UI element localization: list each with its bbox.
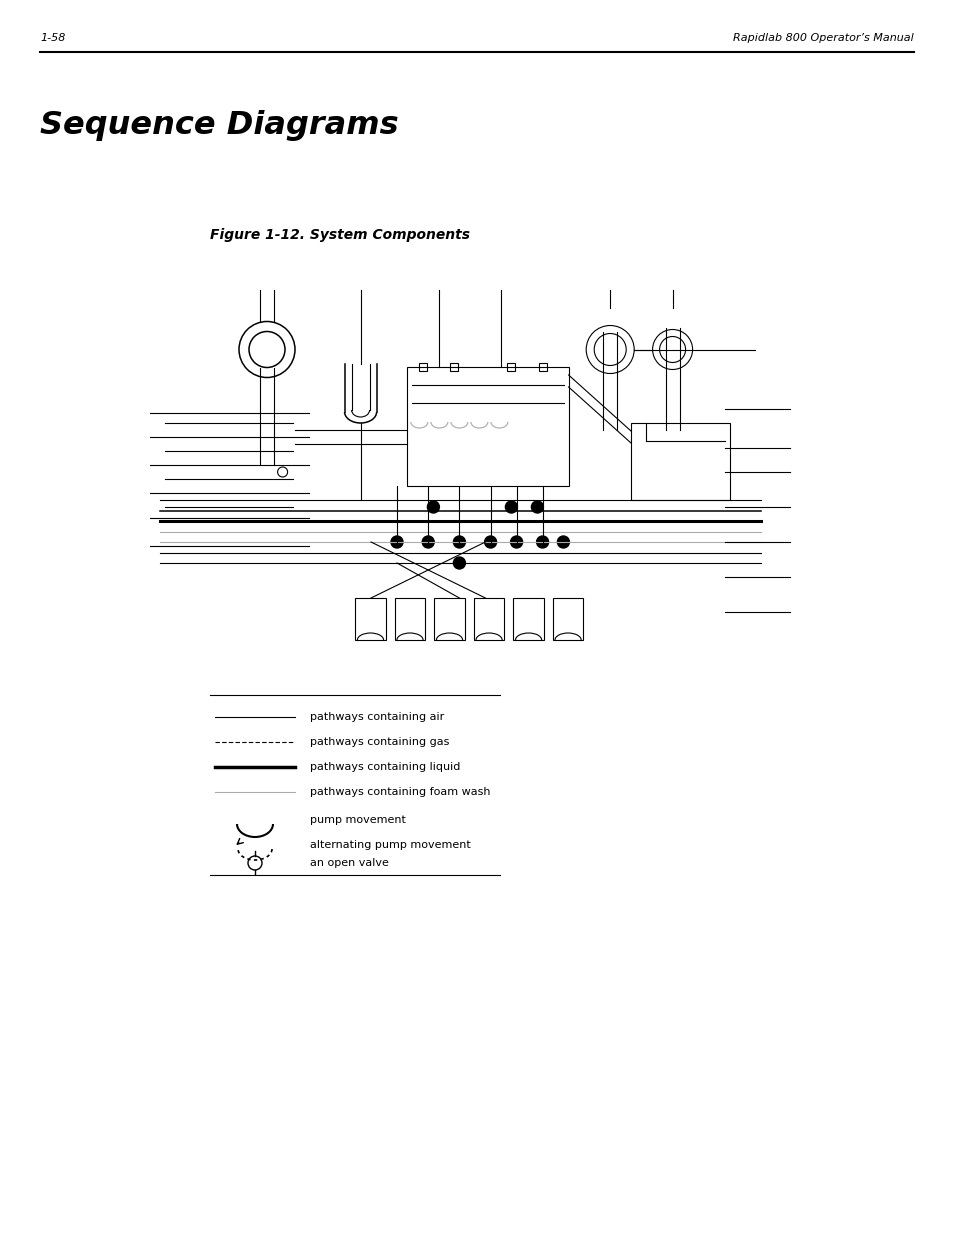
Bar	[538, 363, 546, 370]
Text: pathways containing gas: pathways containing gas	[310, 737, 449, 747]
Circle shape	[531, 501, 543, 513]
Bar	[513, 598, 543, 640]
Text: pathways containing foam wash: pathways containing foam wash	[310, 787, 490, 797]
Text: Figure 1-12. System Components: Figure 1-12. System Components	[210, 228, 470, 242]
Bar	[434, 598, 464, 640]
Bar	[450, 363, 457, 370]
Circle shape	[453, 557, 465, 569]
Bar	[355, 598, 385, 640]
Text: Rapidlab 800 Operator’s Manual: Rapidlab 800 Operator’s Manual	[733, 33, 913, 43]
Text: an open valve: an open valve	[310, 858, 389, 868]
Circle shape	[422, 536, 434, 548]
Bar	[507, 363, 515, 370]
Text: Sequence Diagrams: Sequence Diagrams	[40, 110, 398, 141]
Bar	[418, 363, 427, 370]
Circle shape	[536, 536, 548, 548]
Circle shape	[557, 536, 569, 548]
Text: pathways containing liquid: pathways containing liquid	[310, 762, 460, 772]
Text: 1-58: 1-58	[40, 33, 66, 43]
Circle shape	[510, 536, 522, 548]
Circle shape	[427, 501, 439, 513]
Circle shape	[453, 536, 465, 548]
Circle shape	[505, 501, 517, 513]
Text: pump movement: pump movement	[310, 815, 405, 825]
Bar	[395, 598, 425, 640]
Text: pathways containing air: pathways containing air	[310, 713, 444, 722]
Bar	[553, 598, 582, 640]
Circle shape	[391, 536, 402, 548]
Bar	[630, 424, 729, 500]
Bar	[474, 598, 503, 640]
Circle shape	[484, 536, 497, 548]
Text: alternating pump movement: alternating pump movement	[310, 840, 470, 850]
Bar	[407, 367, 568, 487]
